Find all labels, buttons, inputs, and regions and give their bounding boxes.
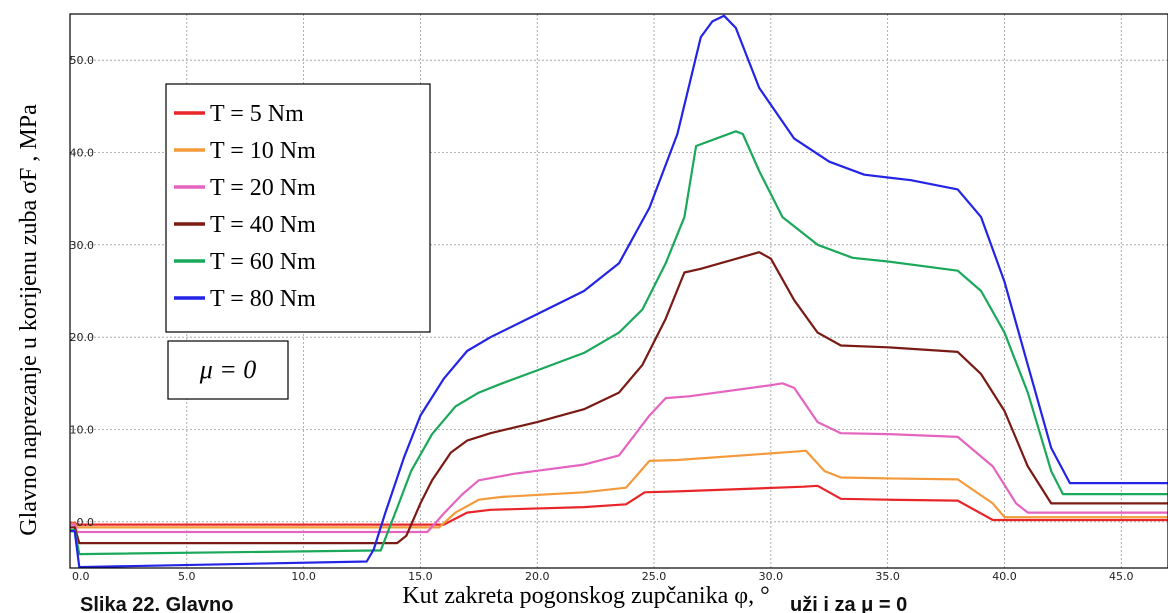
x-tick-label: 35.0 [875,570,900,583]
y-tick-label: 20.0 [70,331,95,344]
series-line [70,14,1168,569]
series-line [70,484,1168,526]
legend-box [165,83,431,333]
caption-fragment-right: uži i za μ = 0 [790,594,907,613]
y-tick-labels: 0.0 10.0 20.0 30.0 40.0 50.0 [70,54,95,529]
legend-entry-label: T = 60 Nm [210,249,316,275]
series-line [70,382,1168,534]
annotation-text: μ = 0 [199,355,257,384]
y-tick-label: 40.0 [70,147,95,160]
legend-entry-label: T = 80 Nm [210,286,316,312]
x-axis-title-backdrop [410,582,760,613]
x-tick-label: 10.0 [291,570,316,583]
y-axis-title: Glavno naprezanje u korijenu zuba σF , M… [16,104,42,536]
legend-entry-label: T = 40 Nm [210,212,316,238]
series-lines [70,14,1168,569]
x-tick-label: 25.0 [642,570,667,583]
x-tick-label: 15.0 [408,570,433,583]
legend: T = 5 Nm T = 10 Nm T = 20 Nm T = 40 Nm T = 6… [174,101,316,312]
legend-entry-label: T = 10 Nm [210,138,316,164]
y-tick-label: 50.0 [70,54,95,67]
x-axis-title: Kut zakreta pogonskog zupčanika φ, ° [402,583,769,609]
y-tick-label: 30.0 [70,239,95,252]
series-line [70,130,1168,556]
legend-entry-label: T = 20 Nm [210,175,316,201]
legend-entry-label: T = 5 Nm [210,101,304,127]
y-tick-label: 10.0 [70,424,95,437]
x-tick-label: 0.0 [72,570,90,583]
x-tick-label: 40.0 [992,570,1017,583]
series-line [70,251,1168,545]
x-tick-label: 30.0 [759,570,784,583]
x-tick-label: 45.0 [1109,570,1134,583]
series-line [70,449,1168,529]
caption-fragment: Slika 22. Glavno [80,594,233,613]
x-tick-label: 5.0 [178,570,196,583]
x-tick-labels: 0.0 5.0 10.0 15.0 20.0 25.0 30.0 35.0 40.0 45.0 [72,570,1134,583]
x-tick-label: 20.0 [525,570,550,583]
plot-frame [69,13,1168,569]
y-tick-label: 0.0 [77,516,95,529]
annotation-box [167,340,289,400]
